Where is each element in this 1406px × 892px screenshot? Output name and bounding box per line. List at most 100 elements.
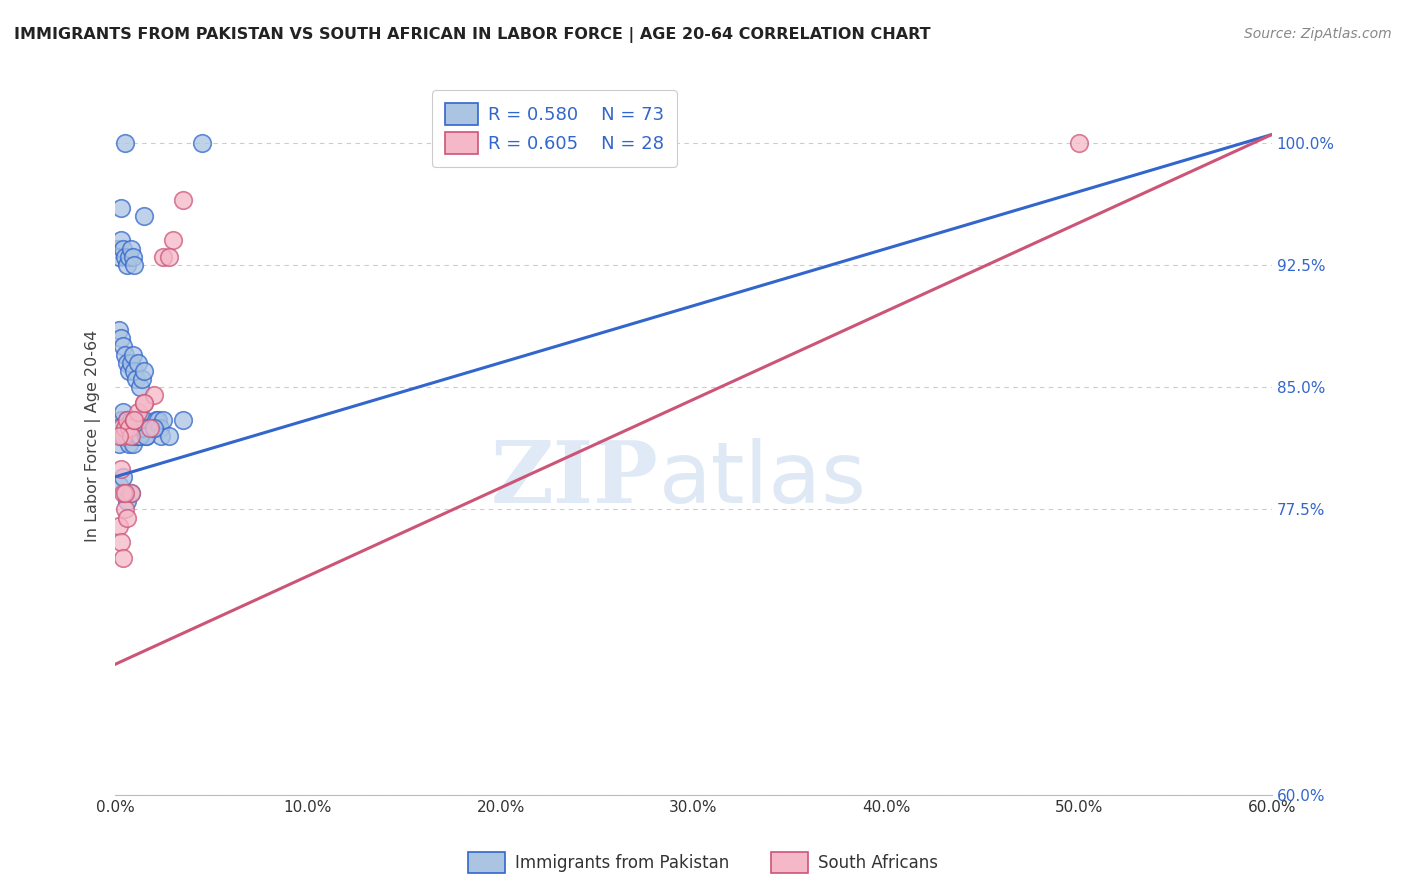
Point [108, 478, 131, 492]
Legend: R = 0.580    N = 73, R = 0.605    N = 28: R = 0.580 N = 73, R = 0.605 N = 28 [433, 90, 678, 167]
Point [111, 404, 134, 418]
Point [111, 429, 134, 443]
Point [148, 421, 170, 435]
Point [132, 396, 155, 410]
Point [108, 250, 131, 264]
Point [110, 429, 132, 443]
Point [132, 364, 155, 378]
Point [150, 429, 173, 443]
Point [115, 413, 138, 427]
Point [114, 502, 136, 516]
Point [121, 250, 143, 264]
Point [120, 356, 142, 370]
Point [110, 201, 132, 215]
Point [135, 429, 157, 443]
Point [141, 421, 163, 435]
Point [118, 437, 141, 451]
Point [108, 429, 131, 443]
Point [110, 331, 132, 345]
Point [121, 347, 143, 361]
Point [111, 429, 134, 443]
Point [105, 242, 128, 256]
Point [157, 429, 180, 443]
Point [115, 356, 138, 370]
Point [142, 388, 165, 402]
Point [120, 486, 142, 500]
Point [131, 413, 153, 427]
Point [121, 421, 143, 435]
Point [132, 413, 155, 427]
Point [110, 461, 132, 475]
Point [115, 510, 138, 524]
Point [127, 356, 149, 370]
Point [114, 421, 136, 435]
Text: ZIP: ZIP [491, 437, 659, 521]
Point [125, 421, 148, 435]
Point [157, 250, 180, 264]
Point [127, 429, 149, 443]
Point [105, 421, 128, 435]
Point [135, 429, 157, 443]
Point [114, 421, 136, 435]
Point [110, 421, 132, 435]
Point [118, 421, 141, 435]
Point [191, 136, 214, 150]
Point [125, 421, 148, 435]
Point [124, 413, 146, 427]
Point [146, 413, 169, 427]
Point [111, 551, 134, 566]
Point [142, 421, 165, 435]
Point [129, 380, 152, 394]
Point [1069, 136, 1091, 150]
Point [120, 429, 142, 443]
Point [129, 429, 152, 443]
Point [118, 364, 141, 378]
Point [121, 437, 143, 451]
Point [127, 404, 149, 418]
Point [124, 429, 146, 443]
Text: IMMIGRANTS FROM PAKISTAN VS SOUTH AFRICAN IN LABOR FORCE | AGE 20-64 CORRELATION: IMMIGRANTS FROM PAKISTAN VS SOUTH AFRICA… [14, 27, 931, 43]
Point [139, 421, 162, 435]
Point [127, 413, 149, 427]
Point [115, 494, 138, 508]
Legend: Immigrants from Pakistan, South Africans: Immigrants from Pakistan, South Africans [461, 846, 945, 880]
Point [114, 250, 136, 264]
Point [120, 486, 142, 500]
Point [108, 518, 131, 533]
Point [110, 535, 132, 549]
Point [111, 242, 134, 256]
Point [125, 372, 148, 386]
Point [118, 250, 141, 264]
Point [115, 413, 138, 427]
Point [110, 234, 132, 248]
Text: Source: ZipAtlas.com: Source: ZipAtlas.com [1244, 27, 1392, 41]
Point [120, 429, 142, 443]
Point [120, 413, 142, 427]
Point [111, 486, 134, 500]
Point [124, 413, 146, 427]
Point [114, 136, 136, 150]
Point [131, 421, 153, 435]
Point [136, 421, 159, 435]
Point [132, 396, 155, 410]
Point [131, 372, 153, 386]
Point [129, 421, 152, 435]
Point [142, 421, 165, 435]
Point [152, 250, 174, 264]
Point [124, 364, 146, 378]
Point [118, 421, 141, 435]
Point [145, 413, 167, 427]
Point [114, 486, 136, 500]
Point [152, 413, 174, 427]
Point [110, 413, 132, 427]
Point [124, 421, 146, 435]
Point [172, 413, 194, 427]
Point [108, 437, 131, 451]
Point [111, 339, 134, 353]
Point [115, 429, 138, 443]
Point [114, 421, 136, 435]
Point [132, 209, 155, 223]
Point [115, 258, 138, 272]
Point [139, 421, 162, 435]
Point [108, 323, 131, 337]
